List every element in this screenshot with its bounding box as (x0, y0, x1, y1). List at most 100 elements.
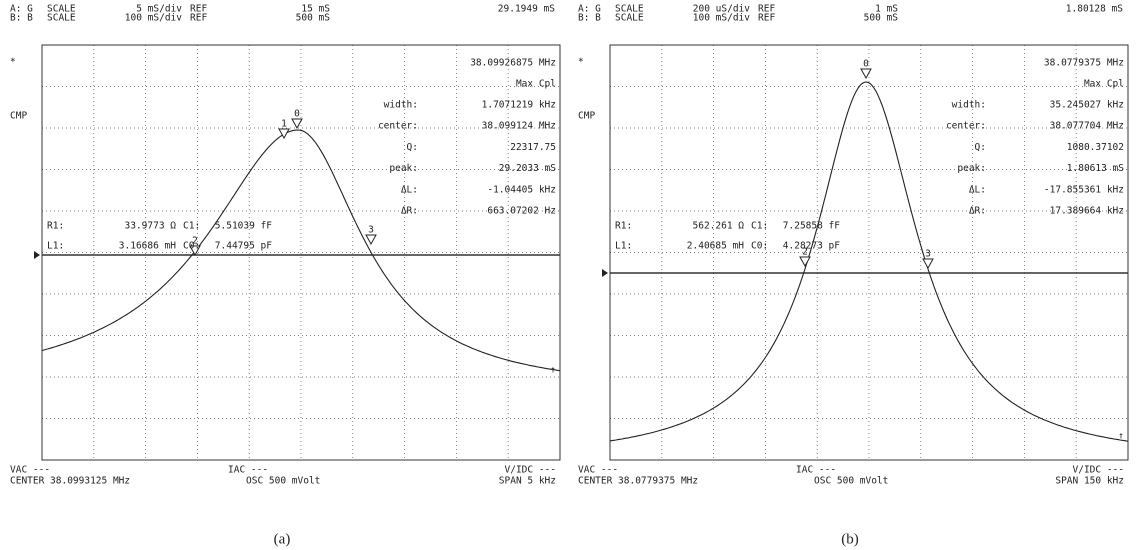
frequency: 38.09926875 MHz (470, 58, 556, 69)
star-label: * (578, 57, 584, 68)
ref-label: REF (758, 13, 775, 24)
channel: B: B (578, 13, 601, 24)
channel: A: G (578, 4, 601, 15)
readout-label: peak: (957, 163, 986, 174)
scale: 5 mS/div (136, 4, 182, 15)
param-value: 2.40685 mH (687, 241, 744, 252)
readout-value: 1080.37102 (1067, 142, 1124, 153)
ref-label: REF (758, 4, 775, 15)
vac: VAC --- (578, 465, 618, 476)
readout-value: 1.7071219 kHz (482, 100, 556, 111)
marker (799, 256, 811, 268)
marker (922, 258, 934, 270)
ref-value: 500 mS (864, 13, 899, 24)
cmp-label: CMP (10, 111, 27, 122)
param-label: C0: (751, 241, 768, 252)
param-label: C0: (183, 241, 200, 252)
ref-value: 1 mS (875, 4, 898, 15)
readout-value: 663.07202 Hz (487, 206, 556, 217)
oscillator: OSC 500 mVolt (814, 476, 888, 487)
readout-label: ΔR: (401, 206, 418, 217)
resonance-curve (609, 81, 1129, 442)
ref-label: REF (190, 13, 207, 24)
marker-label: 3 (368, 225, 374, 236)
reference-arrow (34, 251, 40, 259)
marker-label: 2 (802, 247, 808, 258)
param-value: 5.51039 fF (215, 221, 272, 232)
marker-label: 0 (863, 59, 869, 70)
readout-value: 1.80613 mS (1067, 163, 1124, 174)
readout-label: center: (378, 121, 418, 132)
resonance-curve (41, 129, 561, 372)
param-label: C1: (183, 221, 200, 232)
readout-label: ΔR: (969, 206, 986, 217)
end-arrow: ↑ (550, 365, 556, 376)
scale: 200 uS/div (693, 4, 750, 15)
param-value: 7.25858 fF (783, 221, 840, 232)
marker (189, 245, 201, 257)
marker-label: 3 (925, 249, 931, 260)
span: SPAN 150 kHz (1055, 476, 1124, 487)
ref-value: 15 mS (301, 4, 330, 15)
plot-frame (41, 44, 561, 461)
readout-value: 35.245027 kHz (1050, 100, 1124, 111)
ref-value: 500 mS (296, 13, 331, 24)
param-label: R1: (47, 221, 64, 232)
iac: IAC --- (228, 465, 268, 476)
readout-value: -17.855361 kHz (1044, 184, 1124, 195)
plot-frame (609, 44, 1129, 461)
vac: VAC --- (10, 465, 50, 476)
param-label: R1: (615, 221, 632, 232)
reading: 29.1949 mS (498, 4, 555, 15)
oscillator: OSC 500 mVolt (246, 476, 320, 487)
channel: B: B (10, 13, 33, 24)
scale: 100 mS/div (125, 13, 182, 24)
vidc: V/IDC --- (505, 465, 556, 476)
readout-label: Q: (407, 142, 418, 153)
marker-label: 2 (192, 236, 198, 247)
mode: SCALE (47, 4, 76, 15)
param-label: L1: (615, 241, 632, 252)
span: SPAN 5 kHz (499, 476, 556, 487)
param-value: 3.16686 mH (119, 241, 176, 252)
readout-label: ΔL: (401, 184, 418, 195)
readout-label: peak: (389, 163, 418, 174)
center-frequency: CENTER 38.0779375 MHz (578, 476, 698, 487)
marker (278, 128, 290, 140)
scale: 100 mS/div (693, 13, 750, 24)
readout-label: center: (946, 121, 986, 132)
readout-label: width: (952, 100, 986, 111)
vidc: V/IDC --- (1073, 465, 1124, 476)
star-label: * (10, 57, 16, 68)
readout-value: 29.2033 mS (499, 163, 556, 174)
reading: 1.80128 mS (1066, 4, 1123, 15)
marker-label: 0 (294, 109, 300, 120)
caption: (b) (841, 531, 859, 547)
search-mode: Max Cpl (516, 79, 556, 90)
panel: ↑ (602, 44, 1129, 461)
param-label: L1: (47, 241, 64, 252)
param-value: 33.9773 Ω (125, 221, 177, 232)
readout-value: 22317.75 (510, 142, 556, 153)
marker (291, 118, 303, 130)
readout-label: ΔL: (969, 184, 986, 195)
panel: ↑ (34, 44, 561, 461)
readout-value: 38.099124 MHz (482, 121, 556, 132)
reference-arrow (602, 269, 608, 277)
readout-value: -1.04405 kHz (487, 184, 556, 195)
readout-value: 17.389664 kHz (1050, 206, 1124, 217)
readout-label: width: (384, 100, 418, 111)
iac: IAC --- (796, 465, 836, 476)
end-arrow: ↑ (1118, 431, 1124, 442)
param-value: 4.28273 pF (783, 241, 840, 252)
mode: SCALE (615, 4, 644, 15)
param-value: 562.261 Ω (693, 221, 745, 232)
param-label: C1: (751, 221, 768, 232)
param-value: 7.44795 pF (215, 241, 272, 252)
mode: SCALE (47, 13, 76, 24)
mode: SCALE (615, 13, 644, 24)
marker (365, 234, 377, 246)
center-frequency: CENTER 38.0993125 MHz (10, 476, 130, 487)
readout-value: 38.077704 MHz (1050, 121, 1124, 132)
